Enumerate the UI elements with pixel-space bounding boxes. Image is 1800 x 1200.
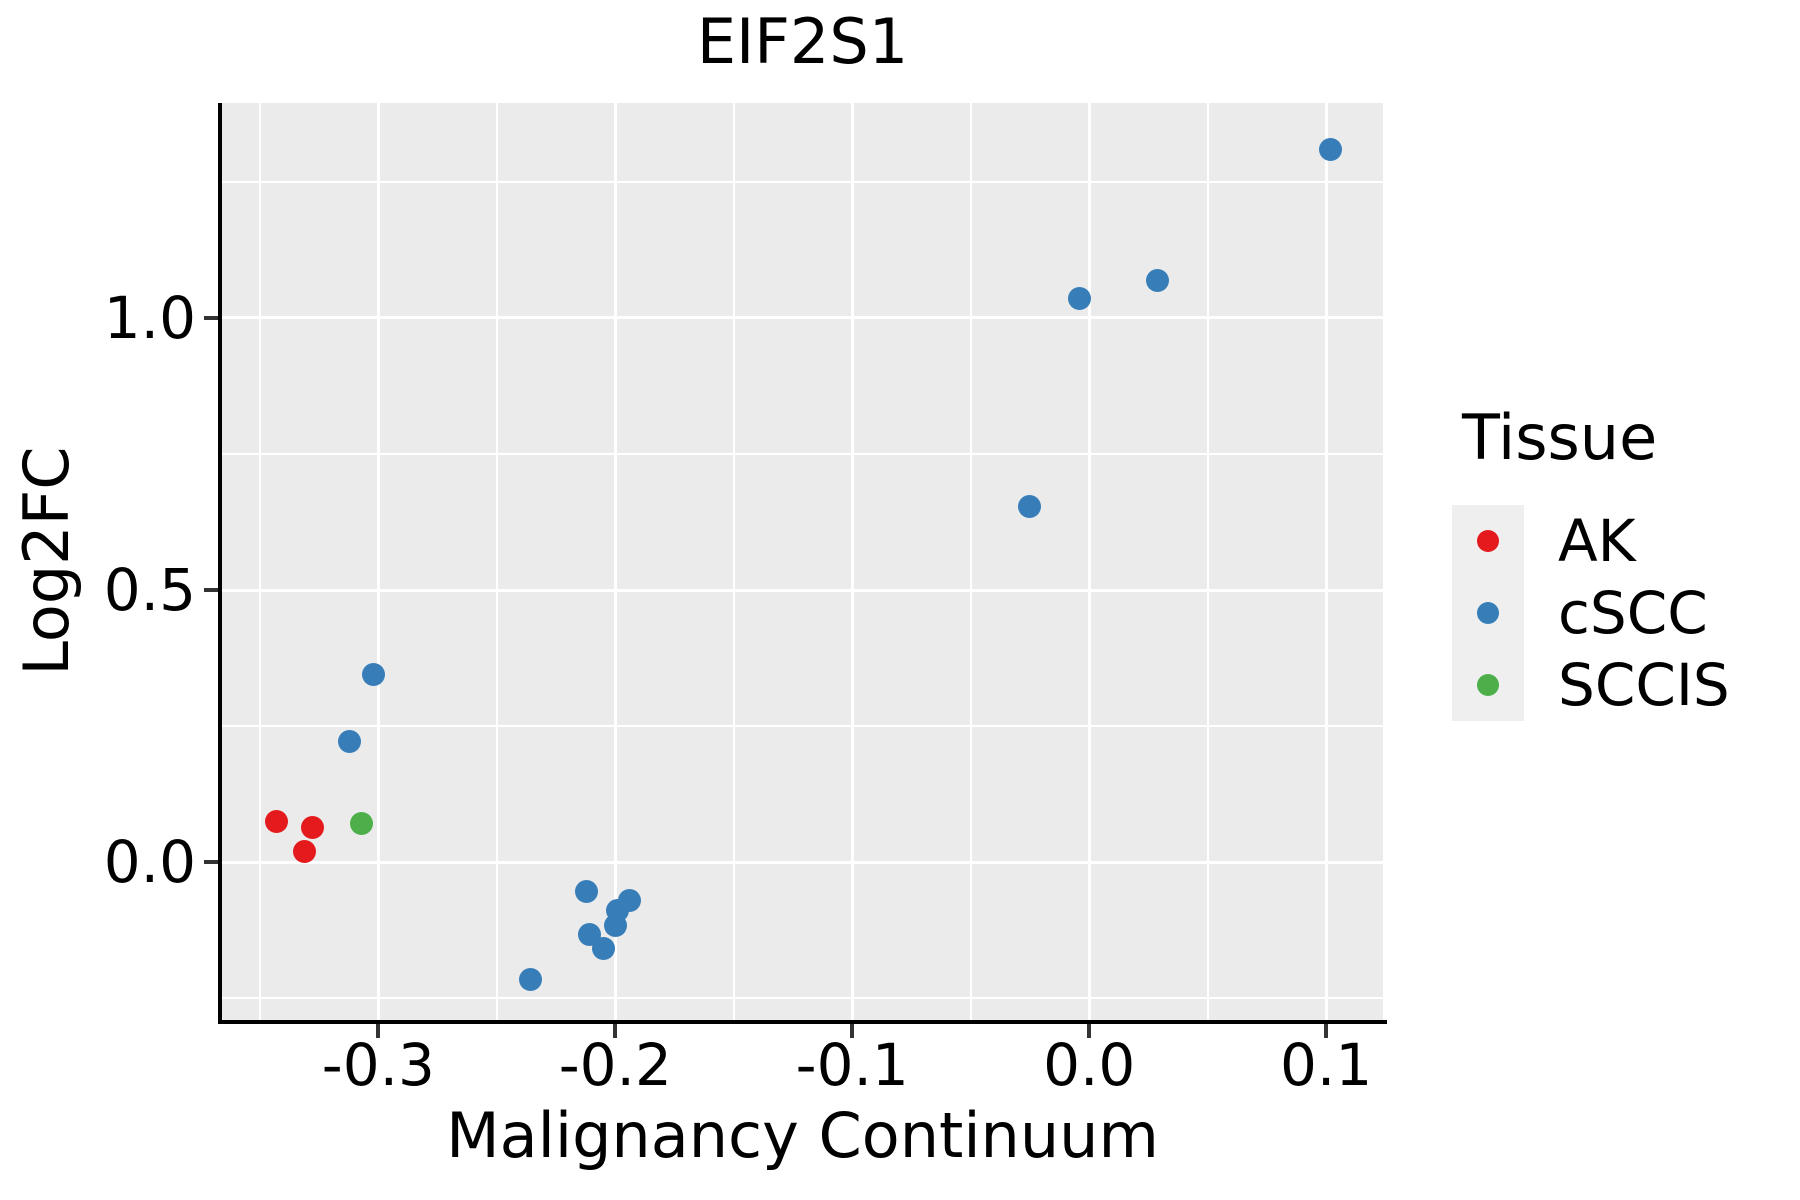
data-point-cSCC [603, 913, 627, 937]
x-tick-label: -0.2 [558, 1031, 672, 1099]
x-tick-mark [1324, 1024, 1329, 1038]
x-major-gridline [1087, 103, 1091, 1020]
data-point-cSCC [362, 662, 386, 686]
x-minor-gridline [495, 103, 498, 1020]
x-minor-gridline [732, 103, 735, 1020]
data-point-cSCC [1146, 269, 1170, 293]
data-point-cSCC [338, 729, 362, 753]
legend-label-AK: AK [1558, 507, 1636, 575]
y-major-gridline [222, 588, 1383, 592]
plot-title: EIF2S1 [696, 5, 909, 78]
x-axis-line [218, 1020, 1387, 1024]
data-point-AK [264, 809, 288, 833]
data-point-cSCC [591, 936, 615, 960]
x-major-gridline [613, 103, 617, 1020]
y-tick-label: 0.5 [103, 556, 196, 625]
legend-title: Tissue [1462, 401, 1658, 474]
data-point-cSCC [1068, 287, 1092, 311]
data-point-cSCC [1018, 494, 1042, 518]
y-minor-gridline [222, 997, 1383, 1000]
y-minor-gridline [222, 180, 1383, 183]
y-minor-gridline [222, 453, 1383, 456]
plot-panel [222, 103, 1383, 1020]
y-major-gridline [222, 860, 1383, 864]
x-minor-gridline [969, 103, 972, 1020]
data-point-AK [300, 815, 324, 839]
x-minor-gridline [258, 103, 261, 1020]
x-tick-mark [613, 1024, 618, 1038]
x-major-gridline [1324, 103, 1328, 1020]
legend-key-cSCC [1452, 577, 1524, 649]
y-tick-label: 1.0 [103, 283, 196, 352]
x-tick-label: -0.3 [321, 1031, 435, 1099]
y-tick-mark [204, 315, 218, 320]
x-tick-label: -0.1 [795, 1031, 909, 1099]
data-point-cSCC [518, 967, 542, 991]
legend-dot-AK [1477, 530, 1499, 552]
legend-dot-SCCIS [1477, 674, 1499, 696]
legend-key-AK [1452, 505, 1524, 577]
y-axis-line [218, 103, 222, 1024]
y-tick-mark [204, 588, 218, 593]
data-point-AK [293, 840, 317, 864]
y-major-gridline [222, 316, 1383, 320]
y-tick-label: 0.0 [103, 828, 196, 897]
x-tick-mark [376, 1024, 381, 1038]
x-axis-title: Malignancy Continuum [446, 1099, 1159, 1172]
data-point-cSCC [575, 879, 599, 903]
x-minor-gridline [1206, 103, 1209, 1020]
x-major-gridline [376, 103, 380, 1020]
x-tick-label: 0.1 [1280, 1031, 1373, 1099]
x-major-gridline [850, 103, 854, 1020]
legend-dot-cSCC [1477, 602, 1499, 624]
y-tick-mark [204, 860, 218, 865]
data-point-SCCIS [350, 812, 374, 836]
legend-key-SCCIS [1452, 649, 1524, 721]
x-tick-mark [1087, 1024, 1092, 1038]
y-minor-gridline [222, 725, 1383, 728]
data-point-cSCC [1319, 137, 1343, 161]
x-tick-label: 0.0 [1043, 1031, 1136, 1099]
legend-label-cSCC: cSCC [1558, 579, 1708, 647]
legend-label-SCCIS: SCCIS [1558, 651, 1730, 719]
x-tick-mark [850, 1024, 855, 1038]
